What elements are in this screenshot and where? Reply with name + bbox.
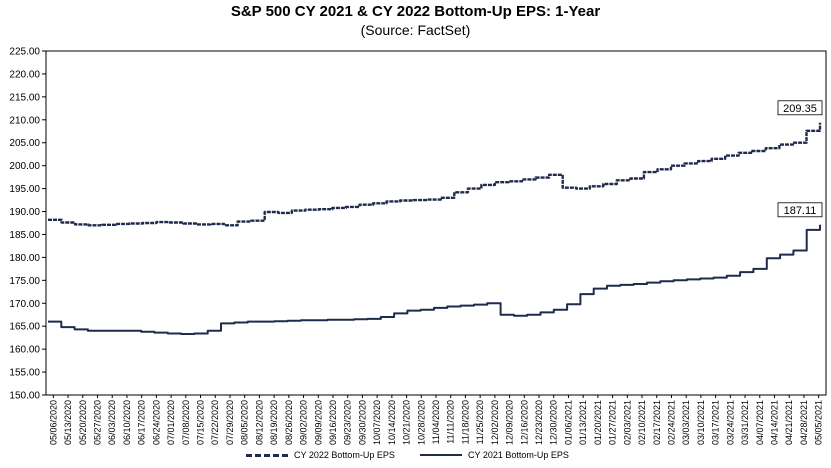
- x-tick-label: 10/21/2020: [402, 400, 412, 445]
- legend-item-cy2021: CY 2021 Bottom-Up EPS: [420, 450, 569, 460]
- x-tick-label: 03/17/2021: [711, 400, 721, 445]
- x-tick-label: 03/31/2021: [740, 400, 750, 445]
- x-tick-label: 02/17/2021: [652, 400, 662, 445]
- y-tick-label: 160.00: [9, 345, 40, 356]
- y-tick-label: 150.00: [9, 391, 40, 402]
- x-tick-label: 03/24/2021: [725, 400, 735, 445]
- x-tick-label: 01/13/2021: [578, 400, 588, 445]
- x-tick-label: 02/03/2021: [622, 400, 632, 445]
- x-tick-label: 05/20/2020: [78, 400, 88, 445]
- x-tick-label: 10/07/2020: [372, 400, 382, 445]
- y-tick-label: 155.00: [9, 368, 40, 379]
- x-tick-label: 02/10/2021: [637, 400, 647, 445]
- x-tick-label: 10/14/2020: [387, 400, 397, 445]
- x-tick-label: 09/09/2020: [313, 400, 323, 445]
- x-tick-label: 04/07/2021: [755, 400, 765, 445]
- x-tick-label: 09/16/2020: [328, 400, 338, 445]
- x-tick-label: 08/12/2020: [254, 400, 264, 445]
- x-tick-label: 11/25/2020: [475, 400, 485, 444]
- x-tick-label: 06/24/2020: [151, 400, 161, 445]
- series-line-cy2021: [48, 224, 821, 335]
- x-tick-label: 09/30/2020: [357, 400, 367, 445]
- legend-item-cy2022: CY 2022 Bottom-Up EPS: [246, 450, 395, 460]
- legend-label-cy2022: CY 2022 Bottom-Up EPS: [294, 450, 395, 460]
- x-tick-label: 12/02/2020: [490, 400, 500, 445]
- x-tick-label: 07/29/2020: [225, 400, 235, 445]
- x-tick-label: 04/28/2021: [799, 400, 809, 445]
- legend-swatch-dashed: [246, 453, 288, 457]
- y-tick-label: 210.00: [9, 115, 40, 126]
- chart-legend: CY 2022 Bottom-Up EPS CY 2021 Bottom-Up …: [0, 450, 831, 466]
- y-tick-label: 170.00: [9, 299, 40, 310]
- x-tick-label: 06/03/2020: [107, 400, 117, 445]
- y-tick-label: 200.00: [9, 161, 40, 172]
- x-tick-label: 08/19/2020: [269, 400, 279, 445]
- x-tick-label: 06/17/2020: [137, 400, 147, 445]
- x-tick-label: 07/01/2020: [166, 400, 176, 445]
- x-tick-label: 05/05/2021: [814, 400, 824, 445]
- y-tick-label: 220.00: [9, 69, 40, 80]
- x-tick-label: 10/28/2020: [416, 400, 426, 445]
- x-tick-label: 11/04/2020: [431, 400, 441, 444]
- x-tick-label: 05/06/2020: [48, 400, 58, 445]
- x-tick-label: 09/23/2020: [343, 400, 353, 445]
- x-tick-label: 12/16/2020: [519, 400, 529, 445]
- y-tick-label: 225.00: [9, 47, 40, 58]
- x-tick-label: 01/06/2021: [563, 400, 573, 445]
- x-tick-label: 01/27/2021: [608, 400, 618, 445]
- y-tick-label: 180.00: [9, 253, 40, 264]
- x-tick-label: 06/10/2020: [122, 400, 132, 445]
- y-tick-label: 205.00: [9, 138, 40, 149]
- end-label-cy2021: 187.11: [784, 205, 817, 217]
- x-tick-label: 08/26/2020: [284, 400, 294, 445]
- y-tick-label: 185.00: [9, 230, 40, 241]
- x-tick-label: 11/18/2020: [460, 400, 470, 444]
- x-tick-label: 12/23/2020: [534, 400, 544, 445]
- x-tick-label: 12/09/2020: [505, 400, 515, 445]
- y-tick-label: 215.00: [9, 92, 40, 103]
- legend-label-cy2021: CY 2021 Bottom-Up EPS: [468, 450, 569, 460]
- y-tick-label: 195.00: [9, 184, 40, 195]
- x-tick-label: 05/27/2020: [93, 400, 103, 445]
- y-tick-label: 165.00: [9, 322, 40, 333]
- x-tick-label: 04/21/2021: [784, 400, 794, 445]
- end-label-box-cy2021: [777, 202, 823, 218]
- x-tick-label: 02/24/2021: [666, 400, 676, 445]
- x-tick-label: 12/30/2020: [549, 400, 559, 445]
- legend-swatch-solid: [420, 454, 462, 456]
- x-tick-label: 03/03/2021: [681, 400, 691, 445]
- x-tick-label: 09/02/2020: [299, 400, 309, 445]
- series-line-cy2022: [48, 122, 822, 227]
- chart-title: S&P 500 CY 2021 & CY 2022 Bottom-Up EPS:…: [230, 3, 601, 20]
- end-label-cy2022: 209.35: [783, 103, 817, 115]
- x-tick-label: 04/14/2021: [769, 400, 779, 445]
- x-tick-label: 03/10/2021: [696, 400, 706, 445]
- x-tick-label: 07/15/2020: [196, 400, 206, 445]
- x-tick-label: 07/08/2020: [181, 400, 191, 445]
- end-label-box-cy2022: [777, 100, 823, 116]
- chart-subtitle: (Source: FactSet): [360, 22, 471, 38]
- x-tick-label: 08/05/2020: [240, 400, 250, 445]
- x-tick-label: 05/13/2020: [63, 400, 73, 445]
- y-tick-label: 175.00: [9, 276, 40, 287]
- x-tick-label: 01/20/2021: [593, 400, 603, 445]
- y-tick-label: 190.00: [9, 207, 40, 218]
- x-tick-label: 07/22/2020: [210, 400, 220, 445]
- x-tick-label: 11/11/2020: [446, 400, 456, 444]
